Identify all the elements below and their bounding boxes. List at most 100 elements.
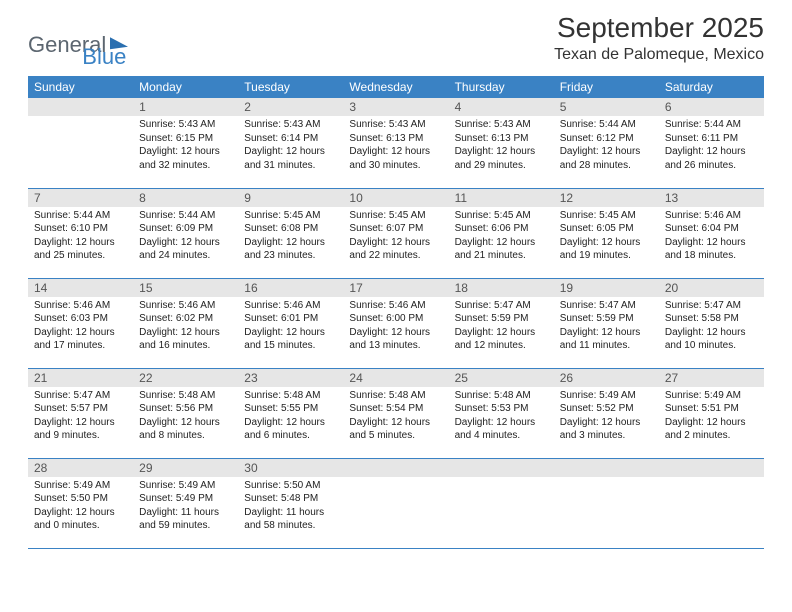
day-number: 24	[343, 369, 448, 387]
sunrise-line: Sunrise: 5:43 AM	[244, 118, 337, 132]
sunset-line: Sunset: 6:06 PM	[455, 222, 548, 236]
day-cell: 1Sunrise: 5:43 AMSunset: 6:15 PMDaylight…	[133, 98, 238, 188]
sunset-line: Sunset: 6:14 PM	[244, 132, 337, 146]
sunset-line: Sunset: 6:01 PM	[244, 312, 337, 326]
day-cell: 9Sunrise: 5:45 AMSunset: 6:08 PMDaylight…	[238, 188, 343, 278]
day-details: Sunrise: 5:45 AMSunset: 6:05 PMDaylight:…	[554, 207, 659, 267]
calendar-table: SundayMondayTuesdayWednesdayThursdayFrid…	[28, 76, 764, 549]
sunrise-line: Sunrise: 5:48 AM	[244, 389, 337, 403]
weekday-thursday: Thursday	[449, 76, 554, 98]
day-number: 10	[343, 189, 448, 207]
day-details: Sunrise: 5:49 AMSunset: 5:50 PMDaylight:…	[28, 477, 133, 537]
sunset-line: Sunset: 5:49 PM	[139, 492, 232, 506]
day-number: 11	[449, 189, 554, 207]
daylight-line: Daylight: 12 hours and 12 minutes.	[455, 326, 548, 353]
week-row: 28Sunrise: 5:49 AMSunset: 5:50 PMDayligh…	[28, 458, 764, 548]
sunrise-line: Sunrise: 5:45 AM	[560, 209, 653, 223]
sunrise-line: Sunrise: 5:46 AM	[349, 299, 442, 313]
day-cell: 18Sunrise: 5:47 AMSunset: 5:59 PMDayligh…	[449, 278, 554, 368]
day-cell: 20Sunrise: 5:47 AMSunset: 5:58 PMDayligh…	[659, 278, 764, 368]
day-details: Sunrise: 5:47 AMSunset: 5:57 PMDaylight:…	[28, 387, 133, 447]
sunrise-line: Sunrise: 5:44 AM	[665, 118, 758, 132]
day-number: 29	[133, 459, 238, 477]
sunset-line: Sunset: 5:54 PM	[349, 402, 442, 416]
day-details: Sunrise: 5:43 AMSunset: 6:13 PMDaylight:…	[343, 116, 448, 176]
day-number-empty	[343, 459, 448, 477]
day-cell: 26Sunrise: 5:49 AMSunset: 5:52 PMDayligh…	[554, 368, 659, 458]
day-number: 4	[449, 98, 554, 116]
day-details: Sunrise: 5:47 AMSunset: 5:59 PMDaylight:…	[449, 297, 554, 357]
sunset-line: Sunset: 6:12 PM	[560, 132, 653, 146]
sunset-line: Sunset: 5:48 PM	[244, 492, 337, 506]
day-details: Sunrise: 5:49 AMSunset: 5:49 PMDaylight:…	[133, 477, 238, 537]
sunrise-line: Sunrise: 5:44 AM	[139, 209, 232, 223]
sunset-line: Sunset: 5:59 PM	[455, 312, 548, 326]
day-cell: 13Sunrise: 5:46 AMSunset: 6:04 PMDayligh…	[659, 188, 764, 278]
day-number: 21	[28, 369, 133, 387]
sunset-line: Sunset: 6:08 PM	[244, 222, 337, 236]
title-block: September 2025 Texan de Palomeque, Mexic…	[554, 12, 764, 64]
sunset-line: Sunset: 5:56 PM	[139, 402, 232, 416]
sunset-line: Sunset: 5:58 PM	[665, 312, 758, 326]
day-number: 8	[133, 189, 238, 207]
day-details: Sunrise: 5:48 AMSunset: 5:53 PMDaylight:…	[449, 387, 554, 447]
daylight-line: Daylight: 12 hours and 11 minutes.	[560, 326, 653, 353]
day-number-empty	[659, 459, 764, 477]
location-label: Texan de Palomeque, Mexico	[554, 46, 764, 64]
day-cell: 22Sunrise: 5:48 AMSunset: 5:56 PMDayligh…	[133, 368, 238, 458]
calendar-page: General Blue September 2025 Texan de Pal…	[0, 0, 792, 561]
sunrise-line: Sunrise: 5:49 AM	[139, 479, 232, 493]
day-details: Sunrise: 5:45 AMSunset: 6:06 PMDaylight:…	[449, 207, 554, 267]
day-number: 23	[238, 369, 343, 387]
day-details: Sunrise: 5:45 AMSunset: 6:07 PMDaylight:…	[343, 207, 448, 267]
day-number: 13	[659, 189, 764, 207]
daylight-line: Daylight: 12 hours and 21 minutes.	[455, 236, 548, 263]
daylight-line: Daylight: 12 hours and 17 minutes.	[34, 326, 127, 353]
day-details: Sunrise: 5:44 AMSunset: 6:10 PMDaylight:…	[28, 207, 133, 267]
day-number: 9	[238, 189, 343, 207]
week-row: 7Sunrise: 5:44 AMSunset: 6:10 PMDaylight…	[28, 188, 764, 278]
day-number: 16	[238, 279, 343, 297]
sunset-line: Sunset: 6:11 PM	[665, 132, 758, 146]
day-number-empty	[449, 459, 554, 477]
sunrise-line: Sunrise: 5:49 AM	[560, 389, 653, 403]
day-cell: 25Sunrise: 5:48 AMSunset: 5:53 PMDayligh…	[449, 368, 554, 458]
sunrise-line: Sunrise: 5:46 AM	[139, 299, 232, 313]
day-details: Sunrise: 5:46 AMSunset: 6:03 PMDaylight:…	[28, 297, 133, 357]
weekday-saturday: Saturday	[659, 76, 764, 98]
daylight-line: Daylight: 12 hours and 9 minutes.	[34, 416, 127, 443]
daylight-line: Daylight: 12 hours and 18 minutes.	[665, 236, 758, 263]
day-details: Sunrise: 5:43 AMSunset: 6:14 PMDaylight:…	[238, 116, 343, 176]
day-cell: 2Sunrise: 5:43 AMSunset: 6:14 PMDaylight…	[238, 98, 343, 188]
day-cell: 14Sunrise: 5:46 AMSunset: 6:03 PMDayligh…	[28, 278, 133, 368]
day-cell: 24Sunrise: 5:48 AMSunset: 5:54 PMDayligh…	[343, 368, 448, 458]
sunset-line: Sunset: 6:00 PM	[349, 312, 442, 326]
sunset-line: Sunset: 6:15 PM	[139, 132, 232, 146]
sunrise-line: Sunrise: 5:45 AM	[455, 209, 548, 223]
weekday-wednesday: Wednesday	[343, 76, 448, 98]
day-cell: 11Sunrise: 5:45 AMSunset: 6:06 PMDayligh…	[449, 188, 554, 278]
sunset-line: Sunset: 6:04 PM	[665, 222, 758, 236]
day-number: 20	[659, 279, 764, 297]
sunrise-line: Sunrise: 5:48 AM	[139, 389, 232, 403]
day-details: Sunrise: 5:50 AMSunset: 5:48 PMDaylight:…	[238, 477, 343, 537]
day-number: 22	[133, 369, 238, 387]
sunrise-line: Sunrise: 5:43 AM	[139, 118, 232, 132]
daylight-line: Daylight: 12 hours and 24 minutes.	[139, 236, 232, 263]
day-cell	[28, 98, 133, 188]
day-cell: 8 Sunrise: 5:44 AMSunset: 6:09 PMDaylight…	[133, 188, 238, 278]
sunrise-line: Sunrise: 5:48 AM	[349, 389, 442, 403]
day-details: Sunrise: 5:49 AMSunset: 5:52 PMDaylight:…	[554, 387, 659, 447]
day-cell: 15Sunrise: 5:46 AMSunset: 6:02 PMDayligh…	[133, 278, 238, 368]
day-number: 1	[133, 98, 238, 116]
day-details: Sunrise: 5:49 AMSunset: 5:51 PMDaylight:…	[659, 387, 764, 447]
sunset-line: Sunset: 6:09 PM	[139, 222, 232, 236]
day-details: Sunrise: 5:46 AMSunset: 6:01 PMDaylight:…	[238, 297, 343, 357]
weekday-monday: Monday	[133, 76, 238, 98]
day-number: 7	[28, 189, 133, 207]
day-number: 3	[343, 98, 448, 116]
daylight-line: Daylight: 12 hours and 13 minutes.	[349, 326, 442, 353]
sunrise-line: Sunrise: 5:47 AM	[665, 299, 758, 313]
daylight-line: Daylight: 12 hours and 3 minutes.	[560, 416, 653, 443]
day-cell: 27Sunrise: 5:49 AMSunset: 5:51 PMDayligh…	[659, 368, 764, 458]
